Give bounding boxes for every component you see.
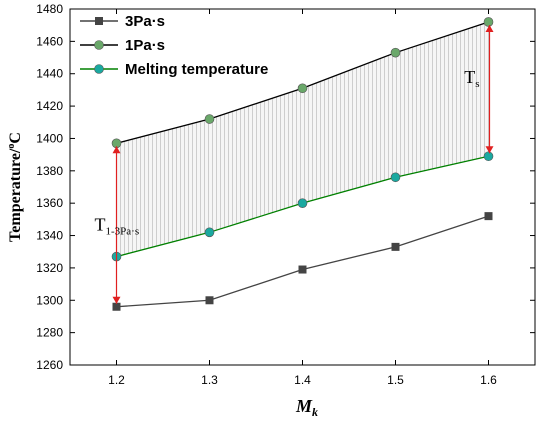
x-tick-label: 1.5 [387,373,404,387]
x-axis-title-subscript: k [312,405,318,419]
data-point [297,83,308,94]
y-axis-title-superscript: o [6,144,17,149]
annotation-label: Ts [464,67,479,90]
y-axis-title: Temperature/oC [6,132,24,242]
shaded-region [116,21,489,257]
y-tick-label: 1420 [36,99,63,113]
annotation-layer: Ts T1-3Pa·s [95,24,494,304]
annotation-arrowhead [112,146,121,154]
annotation-label: T1-3Pa·s [95,215,140,238]
data-point [297,198,308,208]
y-tick-label: 1440 [36,67,63,81]
y-tick-label: 1260 [36,358,63,372]
data-point [391,242,400,251]
series-layer [111,17,494,311]
x-axis-title: Mk [295,396,318,419]
y-tick-label: 1380 [36,164,63,178]
y-tick-label: 1300 [36,293,63,307]
annotation-arrowhead [485,146,494,154]
legend-marker [94,64,104,74]
legend-label: 3Pa·s [125,13,165,30]
annotation-arrowhead [485,24,494,32]
data-point [205,296,214,305]
x-tick-label: 1.6 [480,373,497,387]
x-tick-label: 1.2 [108,373,125,387]
y-tick-label: 1360 [36,196,63,210]
data-point [390,47,401,58]
data-point [112,302,121,311]
shaded-region-fill [116,21,489,257]
axis-layer: 1.2 1.3 1.4 1.5 1.6 1260 1280 1300 1320 1340 1360 1… [36,2,535,387]
y-tick-label: 1320 [36,261,63,275]
data-point [483,17,494,27]
y-axis-title-unit: C [7,132,24,144]
data-point [483,151,494,162]
legend-marker [94,40,104,50]
data-point [484,212,493,221]
x-tick-label: 1.3 [201,373,218,387]
data-point [204,114,215,124]
data-point [390,172,401,183]
data-point [298,265,307,274]
y-tick-label: 1460 [36,34,63,48]
legend: 3Pa·s 1Pa·s Melting temperature [80,13,268,78]
legend-label: 1Pa·s [125,37,165,54]
y-tick-label: 1400 [36,131,63,145]
annotation-arrowhead [112,296,121,304]
y-tick-label: 1280 [36,326,63,340]
y-tick-label: 1480 [36,2,63,16]
x-tick-label: 1.4 [294,373,311,387]
y-tick-label: 1340 [36,229,63,243]
legend-label: Melting temperature [125,61,268,78]
data-point [204,227,215,238]
legend-marker [95,17,103,25]
